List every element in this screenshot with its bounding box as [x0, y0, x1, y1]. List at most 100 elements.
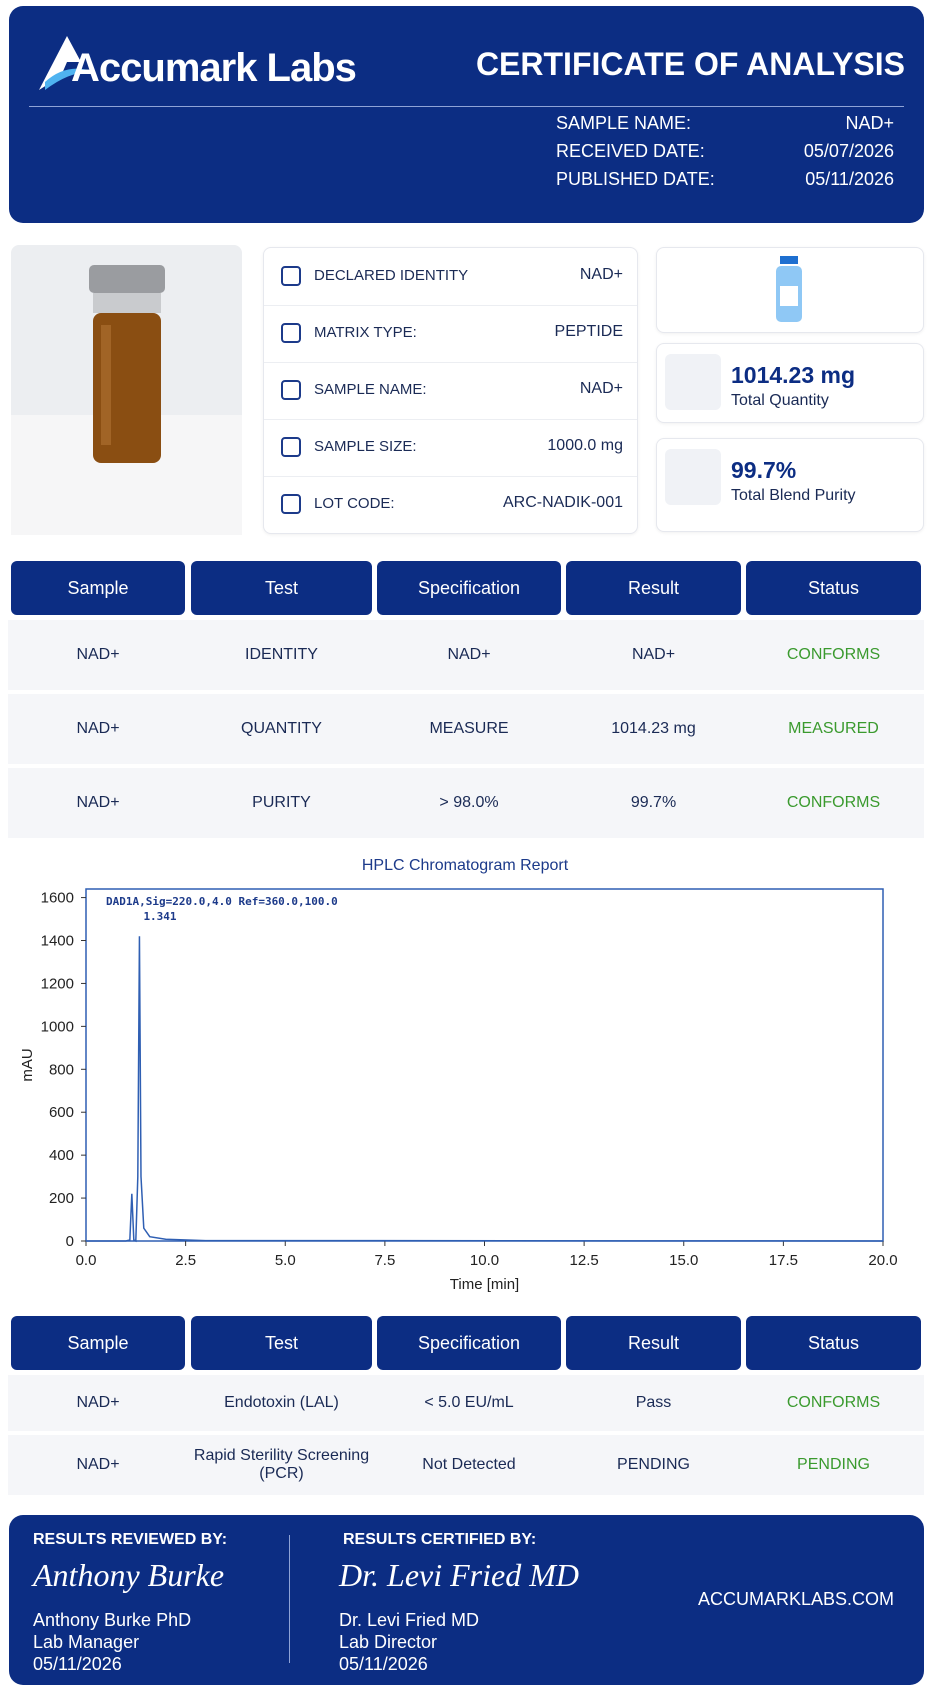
x-tick-label: 15.0 [669, 1252, 698, 1269]
table-cell: NAD+ [8, 1375, 188, 1431]
info-label: SAMPLE SIZE: [314, 438, 417, 455]
stat-icon [665, 449, 721, 505]
info-value: NAD+ [579, 266, 623, 283]
stat-label: Total Quantity [731, 392, 829, 409]
name: Anthony Burke PhD [33, 1610, 192, 1630]
logo: Accumark Labs [71, 46, 357, 90]
date: 05/11/2026 [33, 1654, 122, 1674]
header-value: 05/07/2026 [803, 141, 894, 161]
status-cell: CONFORMS [743, 1375, 924, 1431]
table-header: Test [191, 1316, 372, 1370]
table-cell: PURITY [188, 768, 375, 838]
signature: Dr. Levi Fried MD [339, 1557, 579, 1593]
table-cell: NAD+ [374, 620, 564, 690]
chromatogram-line [86, 936, 884, 1243]
stat-card: 1014.23 mg Total Quantity [656, 343, 924, 423]
x-tick-label: 7.5 [374, 1252, 395, 1269]
table-cell: > 98.0% [374, 768, 564, 838]
table-header: Sample [11, 561, 185, 615]
table-header: Result [566, 1316, 741, 1370]
status-cell: CONFORMS [743, 620, 924, 690]
table-header: Status [746, 561, 921, 615]
y-tick-label: 0 [66, 1233, 74, 1250]
x-tick-label: 0.0 [76, 1252, 97, 1269]
stat-icon [665, 354, 721, 410]
date: 05/11/2026 [339, 1654, 428, 1674]
y-tick-label: 200 [49, 1190, 74, 1207]
chart-title: HPLC Chromatogram Report [362, 857, 569, 874]
vial-card [656, 247, 924, 333]
y-tick-label: 800 [49, 1061, 74, 1078]
header-label: PUBLISHED DATE: [556, 169, 715, 189]
info-label: SAMPLE NAME: [314, 381, 427, 398]
table-cell: 1014.23 mg [563, 694, 744, 764]
x-tick-label: 20.0 [868, 1252, 897, 1269]
header-value: NAD+ [845, 113, 894, 133]
product-photo [11, 245, 242, 535]
heading: RESULTS REVIEWED BY: [33, 1531, 228, 1548]
table-header: Status [746, 1316, 921, 1370]
table-cell: Endotoxin (LAL) [188, 1375, 375, 1431]
table-cell: Pass [563, 1375, 744, 1431]
stat-value: 99.7% [731, 457, 797, 483]
x-axis-label: Time [min] [450, 1276, 519, 1293]
table-cell: NAD+ [563, 620, 744, 690]
website[interactable]: ACCUMARKLABS.COM [697, 1589, 894, 1609]
table-cell: QUANTITY [188, 694, 375, 764]
info-value: NAD+ [579, 380, 623, 397]
info-card: DECLARED IDENTITY NAD+ MATRIX TYPE: PEPTIDE… [263, 247, 638, 534]
table-cell: NAD+ [8, 694, 188, 764]
role: Lab Director [339, 1632, 438, 1652]
signature: Anthony Burke [33, 1557, 225, 1593]
row-icon [281, 494, 301, 514]
info-value: PEPTIDE [554, 323, 623, 340]
table-header: Result [566, 561, 741, 615]
header-label: SAMPLE NAME: [556, 113, 692, 133]
title: CERTIFICATE OF ANALYSIS [475, 46, 905, 82]
table-header: Specification [377, 1316, 561, 1370]
y-tick-label: 400 [49, 1147, 74, 1164]
y-tick-label: 600 [49, 1104, 74, 1121]
annotation: DAD1A,Sig=220.0,4.0 Ref=360.0,100.0 [106, 895, 338, 908]
y-tick-label: 1200 [41, 975, 74, 992]
table-cell: 99.7% [563, 768, 744, 838]
y-axis-label: mAU [19, 1048, 36, 1081]
row-icon [281, 380, 301, 400]
table-cell: < 5.0 EU/mL [374, 1375, 564, 1431]
header-value: 05/11/2026 [805, 169, 894, 189]
plot-frame [85, 888, 884, 1242]
y-tick-label: 1600 [41, 890, 74, 907]
role: Lab Manager [33, 1632, 140, 1652]
row-divider [264, 419, 637, 420]
logo-mark [39, 36, 95, 90]
info-label: DECLARED IDENTITY [314, 267, 469, 284]
footer: RESULTS REVIEWED BY: Anthony Burke Antho… [9, 1515, 924, 1685]
x-tick-label: 5.0 [275, 1252, 296, 1269]
table-cell: NAD+ [8, 620, 188, 690]
status-cell: PENDING [743, 1435, 924, 1495]
y-tick-label: 1000 [41, 1018, 74, 1035]
stat-value: 1014.23 mg [731, 362, 856, 388]
table-header: Test [191, 561, 372, 615]
x-tick-label: 17.5 [769, 1252, 798, 1269]
divider [289, 1535, 290, 1663]
x-tick-label: 2.5 [175, 1252, 196, 1269]
info-value: 1000.0 mg [547, 437, 623, 454]
table-cell: MEASURE [374, 694, 564, 764]
info-value: ARC-NADIK-001 [502, 494, 623, 511]
header: Accumark Labs CERTIFICATE OF ANALYSIS SA… [9, 6, 924, 223]
table-cell: PENDING [563, 1435, 744, 1495]
info-label: LOT CODE: [314, 495, 395, 512]
row-divider [264, 476, 637, 477]
row-icon [281, 323, 301, 343]
x-tick-label: 10.0 [470, 1252, 499, 1269]
x-tick-label: 12.5 [570, 1252, 599, 1269]
table-header: Sample [11, 1316, 185, 1370]
row-icon [281, 266, 301, 286]
header-label: RECEIVED DATE: [556, 141, 705, 161]
heading: RESULTS CERTIFIED BY: [343, 1531, 537, 1548]
table-cell: Not Detected [374, 1435, 564, 1495]
peak-label: 1.341 [143, 910, 176, 923]
divider [29, 106, 904, 107]
